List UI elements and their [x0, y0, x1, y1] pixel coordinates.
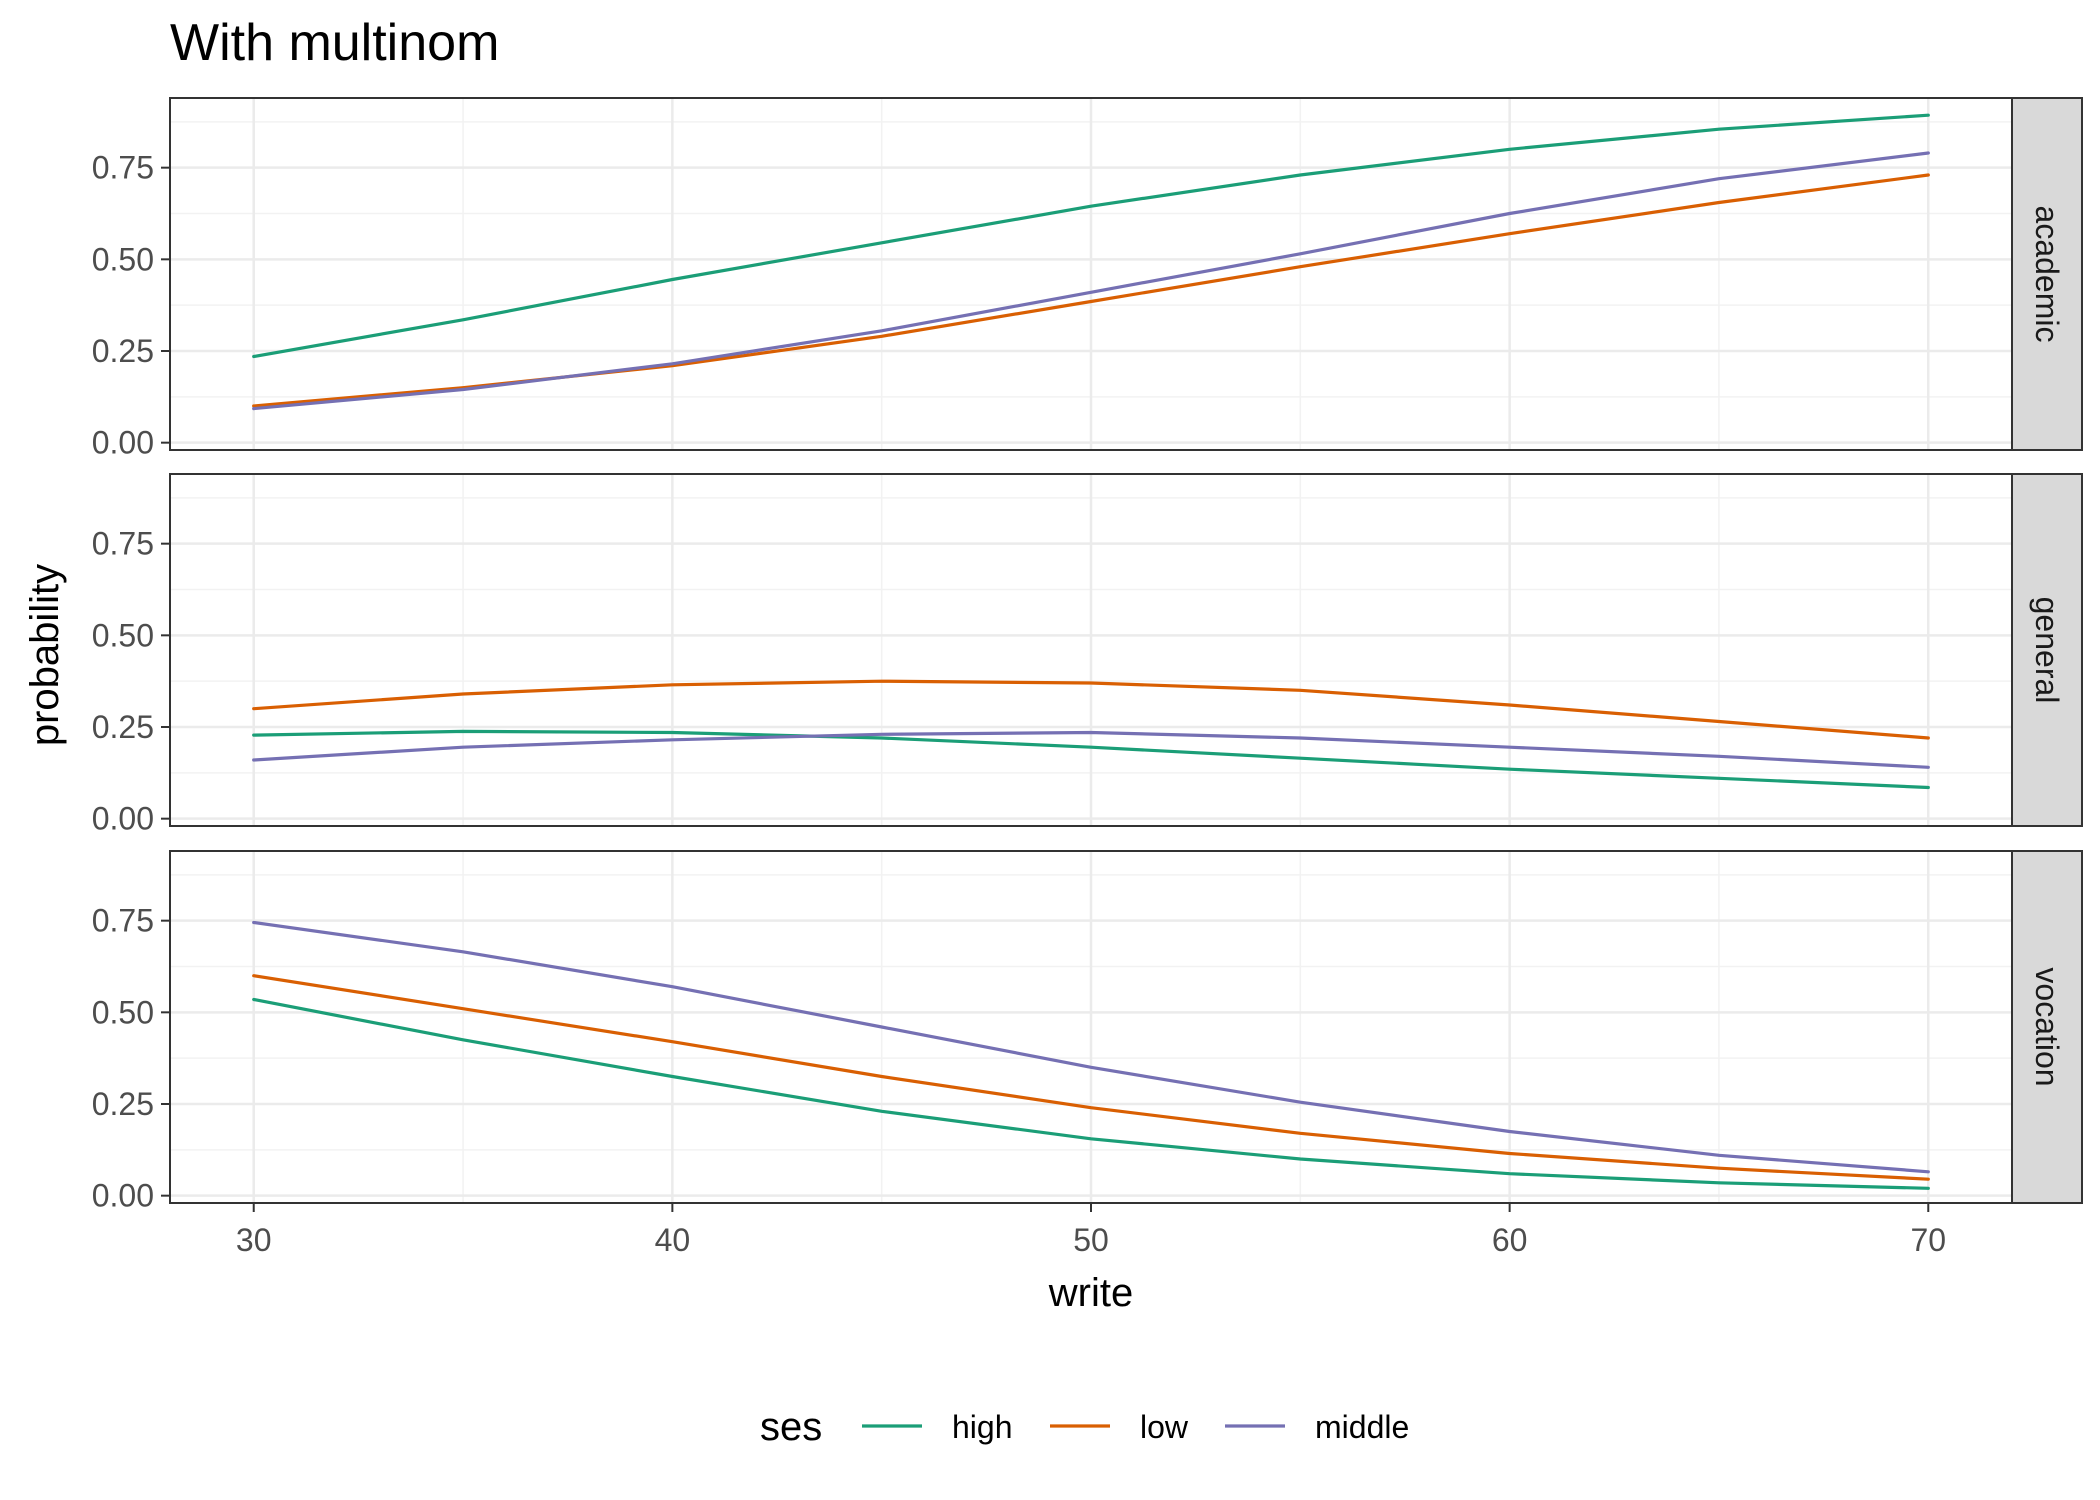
y-tick-label: 0.25 — [92, 709, 154, 745]
y-tick-label: 0.50 — [92, 617, 154, 653]
legend-label-high: high — [952, 1409, 1013, 1445]
facet-strip-label: general — [2029, 597, 2065, 704]
series-line-high — [252, 729, 1930, 790]
facet-strip — [2011, 850, 2083, 1204]
chart-title: With multinom — [170, 14, 499, 72]
x-tick-label: 60 — [1492, 1222, 1528, 1258]
facet-strip-label: academic — [2029, 206, 2065, 343]
legend-label-low: low — [1140, 1409, 1189, 1445]
y-tick-label: 0.75 — [92, 526, 154, 562]
panel-general: 0.00 0.25 0.50 0.75 general — [92, 473, 2083, 837]
y-axis-title: probability — [23, 564, 67, 746]
y-tick-label: 0.50 — [92, 241, 154, 277]
series-line-high — [252, 997, 1930, 1190]
y-tick-label: 0.75 — [92, 903, 154, 939]
x-tick-label: 70 — [1910, 1222, 1946, 1258]
legend-title: ses — [760, 1405, 822, 1449]
facet-strip — [2011, 97, 2083, 451]
series-line-middle — [252, 151, 1930, 411]
x-tick-label: 40 — [655, 1222, 691, 1258]
series-line-low — [252, 974, 1930, 1181]
y-tick-label: 0.25 — [92, 1086, 154, 1122]
panel-academic: 0.00 0.25 0.50 0.75 academic — [92, 97, 2083, 461]
x-tick-label: 30 — [236, 1222, 272, 1258]
series-line-high — [252, 113, 1930, 359]
facet-strip — [2011, 473, 2083, 827]
series-line-low — [252, 679, 1930, 740]
y-tick-label: 0.75 — [92, 150, 154, 186]
y-tick-label: 0.25 — [92, 333, 154, 369]
x-tick-label: 50 — [1073, 1222, 1109, 1258]
facet-panels: 0.00 0.25 0.50 0.75 academic 0.00 0.25 0.50 0.75… — [92, 97, 2083, 1214]
facet-strip-label: vocation — [2029, 967, 2065, 1086]
series-line-middle — [252, 920, 1930, 1174]
y-tick-label: 0.50 — [92, 994, 154, 1030]
y-tick-label: 0.00 — [92, 1178, 154, 1214]
legend: ses high low middle — [760, 1405, 1409, 1449]
x-axis: 30 40 50 60 70 — [236, 1203, 1946, 1258]
series-line-middle — [252, 730, 1930, 769]
x-axis-title: write — [1048, 1271, 1133, 1315]
legend-label-middle: middle — [1315, 1409, 1409, 1445]
y-tick-label: 0.00 — [92, 801, 154, 837]
y-tick-label: 0.00 — [92, 425, 154, 461]
panel-vocation: 0.00 0.25 0.50 0.75 vocation — [92, 850, 2083, 1214]
